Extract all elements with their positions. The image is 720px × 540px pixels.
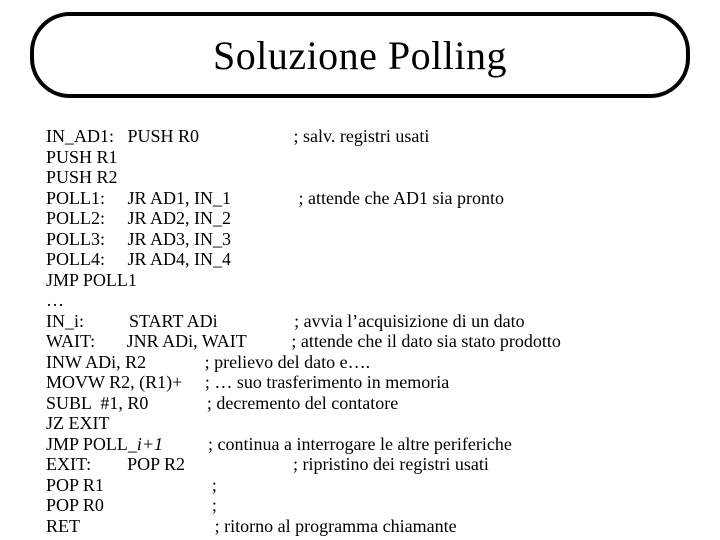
title-box: Soluzione Polling (30, 12, 690, 98)
code-line: SUBL #1, R0 ; decremento del contatore (46, 393, 690, 414)
code-line: POP R1 ; (46, 475, 690, 496)
code-line: PUSH R1 (46, 147, 690, 168)
code-line: INW ADi, R2 ; prelievo del dato e…. (46, 352, 690, 373)
code-block: IN_AD1: PUSH R0 ; salv. registri usatiPU… (46, 126, 690, 536)
code-line: PUSH R2 (46, 167, 690, 188)
code-line: WAIT: JNR ADi, WAIT ; attende che il dat… (46, 331, 690, 352)
code-line: EXIT: POP R2 ; ripristino dei registri u… (46, 454, 690, 475)
code-line: POLL1: JR AD1, IN_1 ; attende che AD1 si… (46, 188, 690, 209)
code-line: POLL4: JR AD4, IN_4 (46, 249, 690, 270)
code-line: POLL2: JR AD2, IN_2 (46, 208, 690, 229)
code-line: RET ; ritorno al programma chiamante (46, 516, 690, 537)
code-line: IN_i: START ADi ; avvia l’acquisizione d… (46, 311, 690, 332)
code-line: … (46, 290, 690, 311)
code-line: POLL3: JR AD3, IN_3 (46, 229, 690, 250)
code-line: JZ EXIT (46, 413, 690, 434)
slide-title: Soluzione Polling (213, 32, 507, 79)
code-line: JMP POLL_i+1 ; continua a interrogare le… (46, 434, 690, 455)
code-line: MOVW R2, (R1)+ ; … suo trasferimento in … (46, 372, 690, 393)
code-line: IN_AD1: PUSH R0 ; salv. registri usati (46, 126, 690, 147)
slide: Soluzione Polling IN_AD1: PUSH R0 ; salv… (0, 0, 720, 540)
code-line: POP R0 ; (46, 495, 690, 516)
code-line: JMP POLL1 (46, 270, 690, 291)
